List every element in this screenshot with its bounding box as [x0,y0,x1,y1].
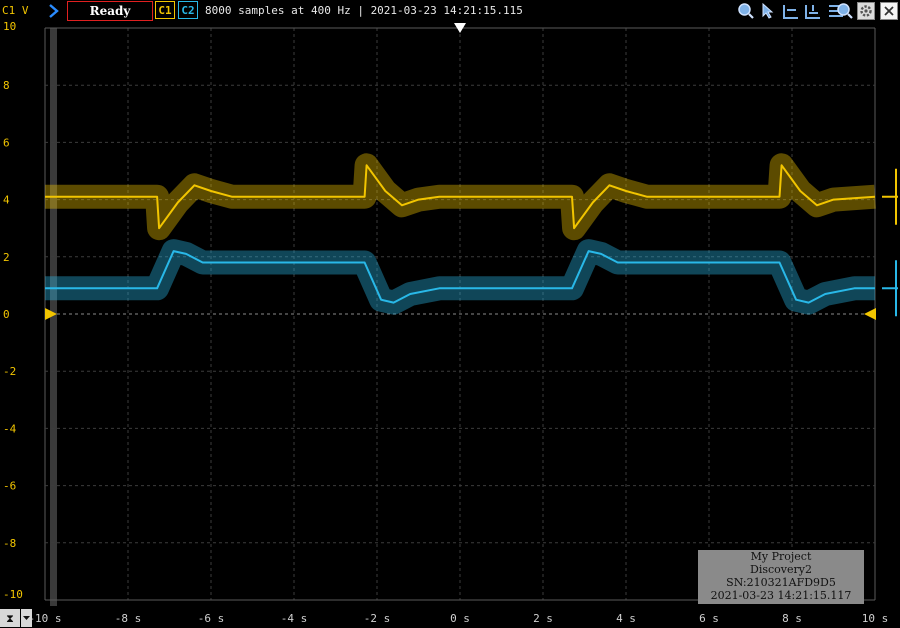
channel-1-button[interactable]: C1 [155,1,175,19]
x-tick-label: -10 s [28,612,61,625]
channel-axis-label: C1 V [2,4,29,17]
x-tick-label: 2 s [533,612,553,625]
x-tick-label: 8 s [782,612,802,625]
y-tick-label: -10 [3,588,23,601]
x-tick-label: 0 s [450,612,470,625]
x-tick-label: -2 s [364,612,391,625]
y-tick-label: -6 [3,480,16,493]
measure-icon[interactable] [782,2,800,20]
watermark-serial: SN:210321AFD9D5 [726,576,836,589]
x-tick-label: -8 s [115,612,142,625]
zoom-icon[interactable] [737,2,755,20]
watermark-device: Discovery2 [750,563,812,576]
x-tick-label: -6 s [198,612,225,625]
acquisition-info: 8000 samples at 400 Hz | 2021-03-23 14:2… [205,4,523,17]
settings-icon[interactable] [857,2,875,20]
toolbar: C1 V Ready C1 C2 8000 samples at 400 Hz … [0,0,900,22]
y-tick-label: 0 [3,308,10,321]
close-icon[interactable] [880,2,898,20]
level-markers [45,168,898,320]
status-indicator: Ready [67,1,153,21]
x-tick-label: 4 s [616,612,636,625]
y-tick-label: -4 [3,422,17,435]
channel-2-button[interactable]: C2 [178,1,198,19]
time-base-control[interactable]: ⧗ [0,609,32,627]
y-tick-label: -2 [3,365,16,378]
trigger-position-marker[interactable] [453,22,467,34]
offset-marker-left [45,308,57,320]
search-icon[interactable] [836,2,854,20]
y-tick-label: 10 [3,20,16,33]
x-tick-label: -4 s [281,612,308,625]
x-tick-label: 10 s [862,612,889,625]
offset-marker-right [864,308,876,320]
watermark-timestamp: 2021-03-23 14:21:15.117 [710,589,852,602]
left-scroll-band[interactable] [50,28,57,606]
y-tick-label: 6 [3,136,10,149]
trace-c2 [45,250,875,304]
trace-c1 [45,164,876,230]
add-measure-icon[interactable] [804,2,822,20]
y-tick-label: -8 [3,537,16,550]
chevron-down-icon [23,616,30,620]
y-tick-label: 4 [3,194,10,207]
x-axis-labels: -10 s -8 s -6 s -4 s -2 s 0 s 2 s 4 s 6 s 8 s 10 s [28,612,888,625]
device-watermark: My Project Discovery2 SN:210321AFD9D5 20… [698,550,864,604]
y-tick-label: 8 [3,79,10,92]
x-tick-label: 6 s [699,612,719,625]
watermark-project: My Project [750,550,812,563]
traces [45,153,876,315]
y-axis-labels: 10 8 6 4 2 0 -2 -4 -6 -8 -10 [3,20,23,601]
run-arrow-icon[interactable] [48,3,60,19]
y-tick-label: 2 [3,251,10,264]
plot-grid [44,27,876,601]
hourglass-icon: ⧗ [6,612,14,625]
cursor-tool-icon[interactable] [760,2,778,20]
